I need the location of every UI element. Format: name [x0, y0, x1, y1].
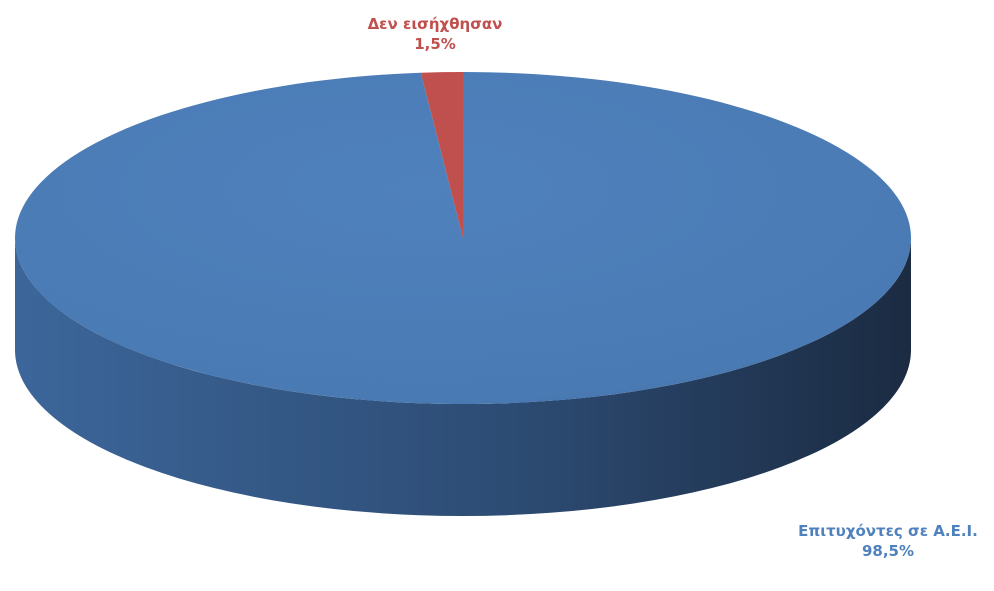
slice-label-admitted: Επιτυχόντες σε Α.Ε.Ι.: [798, 522, 978, 540]
pie-slice-not-admitted: [420, 72, 463, 238]
pie-side-wall-admitted: [15, 238, 911, 516]
slice-value-not-admitted: 1,5%: [414, 35, 456, 53]
slice-label-not-admitted: Δεν εισήχθησαν: [367, 15, 503, 33]
data-label-admitted: Επιτυχόντες σε Α.Ε.Ι. 98,5%: [785, 521, 991, 561]
slice-value-admitted: 98,5%: [861, 542, 915, 560]
data-label-not-admitted: Δεν εισήχθησαν 1,5%: [330, 14, 540, 54]
